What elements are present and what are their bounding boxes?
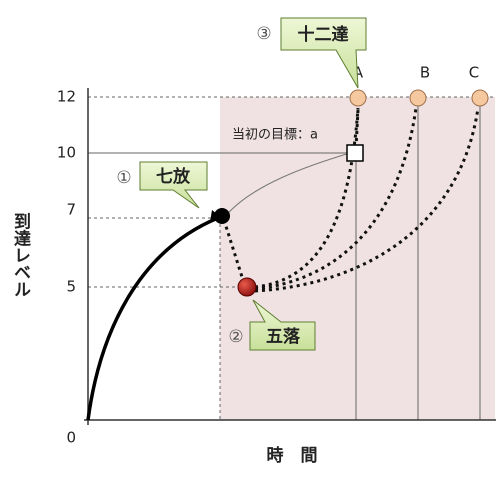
dotted-paths [222, 107, 480, 293]
callout: 七放 ① [116, 161, 208, 209]
callout-number: ② [228, 327, 243, 347]
x-axis-label: 時 間 [267, 445, 318, 466]
target-point [346, 144, 364, 162]
path-label: A [353, 64, 364, 82]
target-label: 当初の目標：a [232, 128, 318, 143]
callout-number: ① [116, 168, 131, 188]
target-line [223, 152, 351, 219]
callout-number: ③ [256, 24, 271, 44]
path-label: B [420, 64, 430, 82]
y-tick-label: 12 [57, 88, 76, 106]
point-5 [237, 277, 257, 297]
callout: 五落 ② [228, 299, 316, 351]
goal-points [349, 89, 489, 107]
callout: 十二達 ③ [256, 17, 367, 89]
callout-label: 五落 [266, 327, 301, 347]
y-axis-label: 到達レベル [10, 212, 31, 297]
growth-curve [86, 216, 219, 421]
y-tick-label: 0 [66, 429, 76, 447]
y-tick-label: 7 [66, 201, 76, 219]
callout-label: 十二達 [298, 24, 349, 45]
y-tick-label: 10 [57, 144, 76, 162]
callout-label: 七放 [156, 166, 191, 187]
y-tick-label: 5 [66, 278, 76, 296]
point-7 [214, 208, 230, 224]
path-label: C [469, 64, 479, 82]
